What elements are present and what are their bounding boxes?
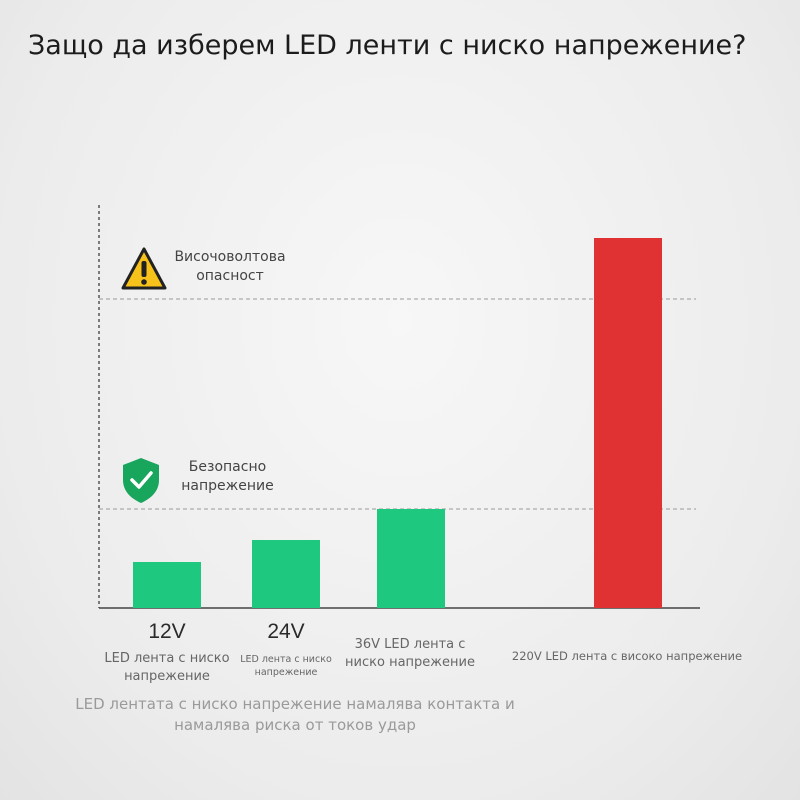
- tick-label-24v: 24V: [267, 620, 305, 643]
- shield-check-icon: [123, 458, 159, 503]
- category-label-24v: LED лента с ниско напрежение: [240, 654, 332, 678]
- tick-label-12v: 12V: [148, 620, 186, 643]
- bar-220v: [594, 238, 662, 608]
- category-label-12v: LED лента с ниско напрежение: [104, 651, 230, 684]
- bar-24v: [252, 540, 320, 608]
- caption-text: LED лентата с ниско напрежение намалява …: [75, 695, 515, 734]
- warning-triangle-icon: [121, 247, 167, 290]
- category-label-36v: 36V LED лента с ниско напрежение: [345, 637, 475, 670]
- danger-zone-label: Височоволтова опасност: [174, 249, 286, 284]
- bar-12v: [133, 562, 201, 608]
- category-label-220v: 220V LED лента с високо напрежение: [511, 649, 743, 663]
- safe-zone-label: Безопасно напрежение: [181, 459, 274, 494]
- bar-36v: [377, 509, 445, 608]
- page-title: Защо да изберем LED ленти с ниско напреж…: [28, 30, 747, 61]
